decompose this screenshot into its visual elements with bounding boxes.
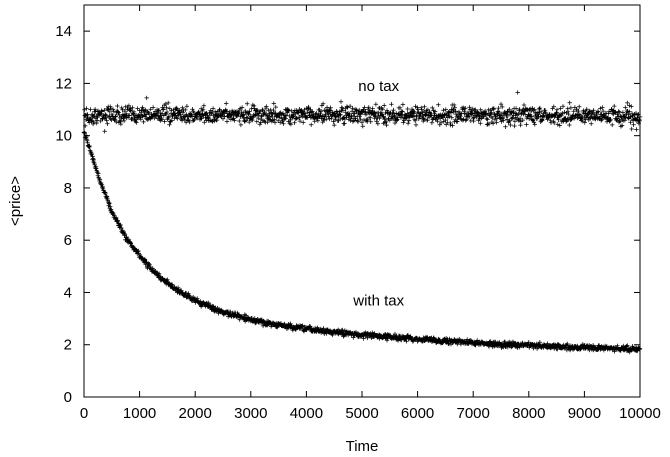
x-tick-label: 2000 [179,405,212,422]
y-tick-label: 2 [64,337,72,354]
x-tick-label: 10000 [619,405,661,422]
x-tick-label: 8000 [512,405,545,422]
axis-ticks [83,5,641,398]
x-tick-label: 3000 [234,405,267,422]
x-tick-label: 1000 [123,405,156,422]
y-axis-label: <price> [7,176,24,226]
series-points [81,90,643,135]
y-tick-label: 6 [64,232,72,249]
y-tick-label: 0 [64,389,72,406]
annotation-with-tax: with tax [352,292,404,309]
x-tick-label: 0 [80,405,88,422]
y-tick-label: 14 [55,23,72,40]
x-tick-label: 4000 [290,405,323,422]
annotation-no-tax: no tax [358,78,399,95]
y-tick-label: 8 [64,180,72,197]
x-tick-label: 5000 [345,405,378,422]
y-tick-label: 10 [55,128,72,145]
series-0 [81,90,643,135]
x-tick-label: 6000 [401,405,434,422]
x-tick-label: 9000 [568,405,601,422]
tick-labels: 0 1000 2000 3000 4000 5000 6000 7000 8000 9000 100… [55,23,661,422]
series-points [81,130,643,355]
series-1 [81,130,643,355]
y-tick-label: 4 [64,284,72,301]
x-axis-label: Time [346,438,379,455]
data-points [81,90,643,355]
x-tick-label: 7000 [457,405,490,422]
y-tick-label: 12 [55,75,72,92]
